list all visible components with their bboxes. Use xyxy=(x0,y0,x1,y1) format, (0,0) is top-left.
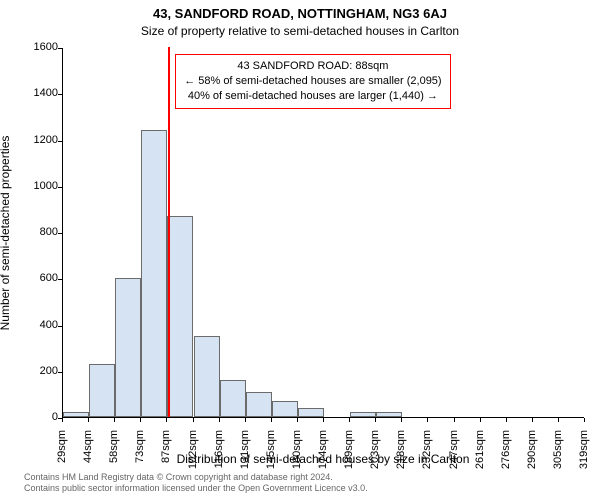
y-tick-label: 800 xyxy=(18,226,58,238)
chart-title-address: 43, SANDFORD ROAD, NOTTINGHAM, NG3 6AJ xyxy=(0,6,600,21)
y-tick-label: 600 xyxy=(18,272,58,284)
y-tick-label: 200 xyxy=(18,365,58,377)
histogram-bar xyxy=(350,412,376,417)
footer-line2: Contains public sector information licen… xyxy=(24,483,368,494)
x-tick-mark xyxy=(427,418,428,422)
annotation-line1: 43 SANDFORD ROAD: 88sqm xyxy=(184,59,441,74)
histogram-bar xyxy=(272,401,298,417)
x-tick-mark xyxy=(401,418,402,422)
histogram-bar xyxy=(115,278,141,417)
x-tick-mark xyxy=(323,418,324,422)
x-tick-mark xyxy=(193,418,194,422)
histogram-bar xyxy=(63,412,89,417)
y-tick-label: 0 xyxy=(18,411,58,423)
y-tick-label: 1400 xyxy=(18,87,58,99)
annotation-line3: 40% of semi-detached houses are larger (… xyxy=(184,89,441,104)
x-tick-mark xyxy=(166,418,167,422)
x-tick-mark xyxy=(62,418,63,422)
histogram-bar xyxy=(167,216,193,417)
x-tick-mark xyxy=(271,418,272,422)
y-axis-label: Number of semi-detached properties xyxy=(0,48,14,418)
x-tick-mark xyxy=(245,418,246,422)
histogram-bar xyxy=(194,336,220,417)
histogram-bar xyxy=(298,408,324,417)
x-tick-mark xyxy=(480,418,481,422)
x-axis-label: Distribution of semi-detached houses by … xyxy=(62,452,584,466)
y-tick-label: 1600 xyxy=(18,41,58,53)
histogram-bar xyxy=(141,130,167,417)
x-tick-mark xyxy=(506,418,507,422)
histogram-bar xyxy=(246,392,272,417)
attribution-footer: Contains HM Land Registry data © Crown c… xyxy=(24,472,368,494)
x-tick-mark xyxy=(88,418,89,422)
x-tick-mark xyxy=(219,418,220,422)
footer-line1: Contains HM Land Registry data © Crown c… xyxy=(24,472,368,483)
page-root: 43, SANDFORD ROAD, NOTTINGHAM, NG3 6AJ S… xyxy=(0,0,600,500)
x-tick-mark xyxy=(454,418,455,422)
y-tick-label: 400 xyxy=(18,319,58,331)
y-tick-label: 1200 xyxy=(18,134,58,146)
x-tick-mark xyxy=(558,418,559,422)
x-tick-mark xyxy=(532,418,533,422)
annotation-box: 43 SANDFORD ROAD: 88sqm ← 58% of semi-de… xyxy=(175,54,450,109)
x-tick-mark xyxy=(140,418,141,422)
annotation-line2: ← 58% of semi-detached houses are smalle… xyxy=(184,74,441,89)
y-tick-label: 1000 xyxy=(18,180,58,192)
subject-marker-line xyxy=(168,47,170,417)
x-tick-mark xyxy=(297,418,298,422)
histogram-bar xyxy=(220,380,246,417)
histogram-bar xyxy=(376,412,402,417)
x-tick-mark xyxy=(584,418,585,422)
x-tick-mark xyxy=(375,418,376,422)
histogram-bar xyxy=(89,364,115,417)
x-tick-mark xyxy=(114,418,115,422)
plot-area: 43 SANDFORD ROAD: 88sqm ← 58% of semi-de… xyxy=(62,48,584,418)
chart-title-sub: Size of property relative to semi-detach… xyxy=(0,24,600,38)
x-tick-mark xyxy=(349,418,350,422)
